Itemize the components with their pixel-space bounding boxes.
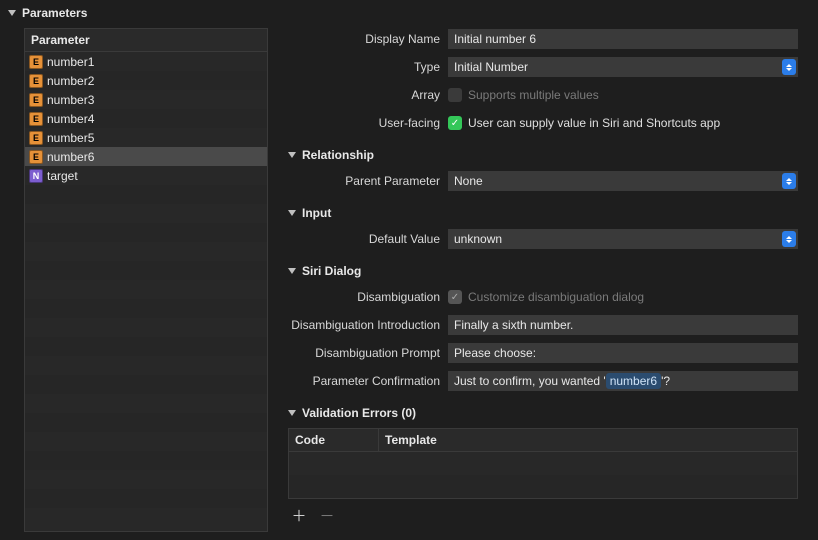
param-type-icon: E xyxy=(29,131,43,145)
disambiguation-prompt-label: Disambiguation Prompt xyxy=(288,346,448,360)
disambiguation-checkbox: ✓ xyxy=(448,290,462,304)
type-label: Type xyxy=(288,60,448,74)
default-value-label: Default Value xyxy=(288,232,448,246)
array-checkbox-label: Supports multiple values xyxy=(468,88,599,102)
siri-section-header[interactable]: Siri Dialog xyxy=(288,264,798,278)
disambiguation-label: Disambiguation xyxy=(288,290,448,304)
table-row[interactable] xyxy=(25,451,267,470)
param-type-icon: E xyxy=(29,93,43,107)
param-name: number6 xyxy=(47,150,94,164)
table-row[interactable] xyxy=(25,356,267,375)
param-name: number4 xyxy=(47,112,94,126)
validation-title: Validation Errors (0) xyxy=(302,406,416,420)
parent-parameter-select[interactable]: None xyxy=(448,171,798,191)
table-row[interactable] xyxy=(25,337,267,356)
disambiguation-intro-label: Disambiguation Introduction xyxy=(288,318,448,332)
input-section-header[interactable]: Input xyxy=(288,206,798,220)
parameter-detail-pane: Display Name Type Initial Number Array xyxy=(288,28,810,532)
disclosure-triangle-icon xyxy=(288,210,296,216)
user-facing-checkbox[interactable]: ✓ xyxy=(448,116,462,130)
select-caret-icon xyxy=(782,59,796,75)
table-row[interactable] xyxy=(25,223,267,242)
table-row[interactable] xyxy=(289,475,797,498)
disambiguation-prompt-input[interactable] xyxy=(448,343,798,363)
default-value-select[interactable]: unknown xyxy=(448,229,798,249)
default-value-value: unknown xyxy=(454,232,502,246)
display-name-label: Display Name xyxy=(288,32,448,46)
array-checkbox[interactable] xyxy=(448,88,462,102)
type-select[interactable]: Initial Number xyxy=(448,57,798,77)
table-row[interactable] xyxy=(25,489,267,508)
parameter-row[interactable]: Enumber5 xyxy=(25,128,267,147)
param-type-icon: E xyxy=(29,74,43,88)
validation-section-header[interactable]: Validation Errors (0) xyxy=(288,406,798,420)
validation-code-header[interactable]: Code xyxy=(289,429,379,451)
disclosure-triangle-icon xyxy=(288,268,296,274)
param-type-icon: E xyxy=(29,112,43,126)
table-row[interactable] xyxy=(25,261,267,280)
param-name: number1 xyxy=(47,55,94,69)
param-name: number2 xyxy=(47,74,94,88)
disambiguation-intro-input[interactable] xyxy=(448,315,798,335)
user-facing-checkbox-label: User can supply value in Siri and Shortc… xyxy=(468,116,720,130)
table-row[interactable] xyxy=(25,204,267,223)
disclosure-triangle-icon xyxy=(288,152,296,158)
relationship-title: Relationship xyxy=(302,148,374,162)
validation-errors-table: Code Template xyxy=(288,428,798,499)
parameter-row[interactable]: Enumber3 xyxy=(25,90,267,109)
parameter-row[interactable]: Enumber6 xyxy=(25,147,267,166)
parameter-row[interactable]: Enumber4 xyxy=(25,109,267,128)
table-row[interactable] xyxy=(25,318,267,337)
param-type-icon: N xyxy=(29,169,43,183)
relationship-section-header[interactable]: Relationship xyxy=(288,148,798,162)
confirm-token[interactable]: number6 xyxy=(606,373,661,389)
parameter-list-header[interactable]: Parameter xyxy=(25,29,267,52)
select-caret-icon xyxy=(782,173,796,189)
siri-title: Siri Dialog xyxy=(302,264,361,278)
confirm-prefix: Just to confirm, you wanted ' xyxy=(454,374,606,388)
parameters-section-header[interactable]: Parameters xyxy=(0,0,818,24)
parameter-row[interactable]: Enumber2 xyxy=(25,71,267,90)
parameters-panel: Parameters Parameter Enumber1Enumber2Enu… xyxy=(0,0,818,519)
parameter-confirmation-input[interactable]: Just to confirm, you wanted ' number6 '? xyxy=(448,371,798,391)
parent-parameter-label: Parent Parameter xyxy=(288,174,448,188)
table-row[interactable] xyxy=(25,375,267,394)
parameter-row[interactable]: Ntarget xyxy=(25,166,267,185)
table-row[interactable] xyxy=(25,470,267,489)
table-row[interactable] xyxy=(25,242,267,261)
array-label: Array xyxy=(288,88,448,102)
validation-template-header[interactable]: Template xyxy=(379,429,797,451)
table-row[interactable] xyxy=(25,432,267,451)
parameters-title: Parameters xyxy=(22,6,87,20)
table-row[interactable] xyxy=(25,394,267,413)
parameter-row[interactable]: Enumber1 xyxy=(25,52,267,71)
param-name: target xyxy=(47,169,78,183)
input-title: Input xyxy=(302,206,331,220)
type-value: Initial Number xyxy=(454,60,528,74)
confirm-suffix: '? xyxy=(661,374,670,388)
disclosure-triangle-icon xyxy=(288,410,296,416)
select-caret-icon xyxy=(782,231,796,247)
user-facing-label: User-facing xyxy=(288,116,448,130)
table-row[interactable] xyxy=(25,299,267,318)
parent-parameter-value: None xyxy=(454,174,483,188)
add-validation-button[interactable]: ＋ xyxy=(290,505,308,526)
disambiguation-checkbox-label: Customize disambiguation dialog xyxy=(468,290,644,304)
table-row[interactable] xyxy=(25,280,267,299)
display-name-input[interactable] xyxy=(448,29,798,49)
remove-validation-button[interactable]: － xyxy=(318,505,336,526)
table-row[interactable] xyxy=(25,185,267,204)
param-type-icon: E xyxy=(29,55,43,69)
parameter-confirmation-label: Parameter Confirmation xyxy=(288,374,448,388)
table-row[interactable] xyxy=(25,413,267,432)
table-row[interactable] xyxy=(289,452,797,475)
param-type-icon: E xyxy=(29,150,43,164)
disclosure-triangle-icon xyxy=(8,10,16,16)
param-name: number3 xyxy=(47,93,94,107)
parameter-list-table: Parameter Enumber1Enumber2Enumber3Enumbe… xyxy=(24,28,268,532)
param-name: number5 xyxy=(47,131,94,145)
